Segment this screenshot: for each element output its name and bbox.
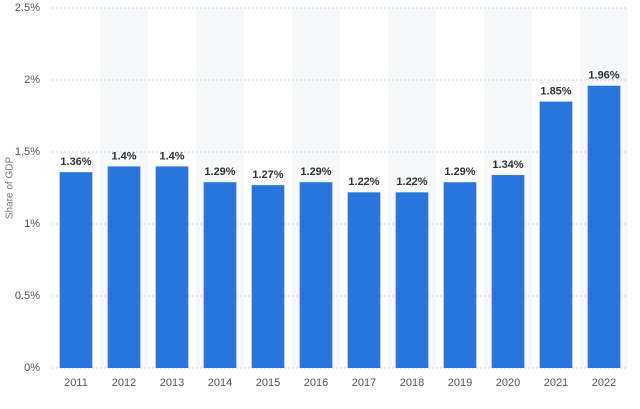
x-tick-label: 2012 xyxy=(112,377,136,389)
x-tick-label: 2020 xyxy=(496,377,520,389)
y-axis-label: Share of GDP xyxy=(5,157,16,220)
value-label: 1.22% xyxy=(396,176,427,188)
x-tick-label: 2015 xyxy=(256,377,280,389)
bar xyxy=(491,175,525,368)
x-tick-label: 2021 xyxy=(544,377,568,389)
y-tick-label: 0.5% xyxy=(15,290,40,302)
x-tick-label: 2018 xyxy=(400,377,424,389)
y-tick-label: 2.5% xyxy=(15,2,40,14)
y-tick-label: 0% xyxy=(24,362,40,374)
y-tick-label: 1% xyxy=(24,218,40,230)
value-label: 1.36% xyxy=(60,156,91,168)
bar xyxy=(443,182,477,368)
value-label: 1.85% xyxy=(540,86,571,98)
x-tick-label: 2013 xyxy=(160,377,184,389)
x-tick-label: 2017 xyxy=(352,377,376,389)
value-label: 1.4% xyxy=(111,150,136,162)
bar xyxy=(587,85,621,368)
value-label: 1.29% xyxy=(300,166,331,178)
value-label: 1.34% xyxy=(492,159,523,171)
y-tick-label: 2% xyxy=(24,74,40,86)
bar xyxy=(395,192,429,368)
x-tick-label: 2011 xyxy=(64,377,88,389)
value-label: 1.22% xyxy=(348,176,379,188)
bar xyxy=(203,182,237,368)
value-label: 1.4% xyxy=(159,150,184,162)
bar xyxy=(299,182,333,368)
x-tick-label: 2022 xyxy=(592,377,616,389)
value-label: 1.29% xyxy=(204,166,235,178)
bar xyxy=(107,166,141,368)
y-tick-label: 1.5% xyxy=(15,146,40,158)
bar xyxy=(251,185,285,368)
value-label: 1.27% xyxy=(252,169,283,181)
bar xyxy=(59,172,93,368)
value-label: 1.29% xyxy=(444,166,475,178)
bar xyxy=(539,101,573,368)
x-tick-label: 2014 xyxy=(208,377,232,389)
value-label: 1.96% xyxy=(588,70,619,82)
x-tick-label: 2016 xyxy=(304,377,328,389)
bar xyxy=(155,166,189,368)
bar xyxy=(347,192,381,368)
x-tick-label: 2019 xyxy=(448,377,472,389)
